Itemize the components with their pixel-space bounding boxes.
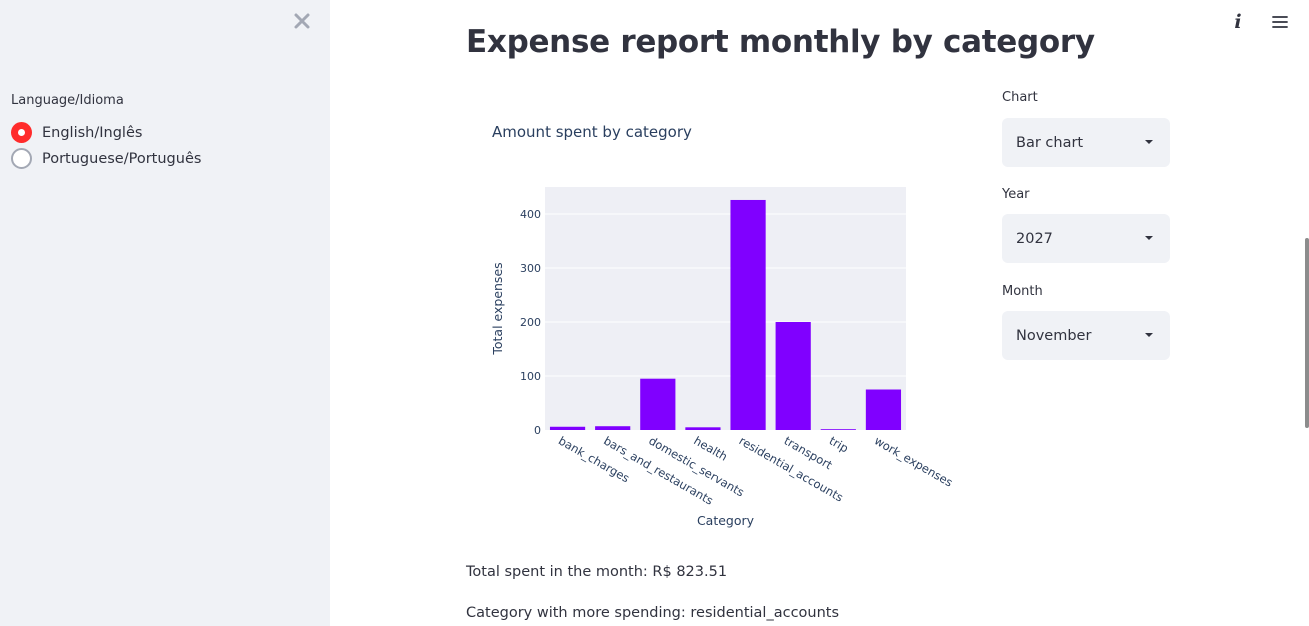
close-icon[interactable] xyxy=(293,10,311,32)
hamburger-menu-icon[interactable] xyxy=(1271,12,1289,32)
y-axis-title: Total expenses xyxy=(490,262,505,355)
month-select-label: Month xyxy=(1002,284,1043,299)
year-value: 2027 xyxy=(1016,230,1053,247)
caret-down-icon xyxy=(1145,333,1153,337)
y-tick-label: 0 xyxy=(534,424,541,437)
radio-unchecked-icon[interactable] xyxy=(11,148,32,169)
top-category-text: Category with more spending: residential… xyxy=(466,605,840,621)
caret-down-icon xyxy=(1145,236,1153,240)
bar-chart: Amount spent by category 0 100 200 300 400 ban… xyxy=(466,110,966,540)
bar-residential_accounts xyxy=(730,199,766,430)
vertical-scrollbar[interactable] xyxy=(1305,238,1309,428)
plot-area xyxy=(545,187,906,430)
chart-svg: Amount spent by category0100200300400ban… xyxy=(490,123,955,528)
radio-option-portuguese[interactable]: Portuguese/Português xyxy=(11,148,201,169)
caret-down-icon xyxy=(1145,140,1153,144)
radio-option-label: Portuguese/Português xyxy=(42,150,202,167)
toolbar: i xyxy=(1229,12,1289,32)
y-tick-label: 400 xyxy=(520,208,541,221)
radio-option-english[interactable]: English/Inglês xyxy=(11,122,142,143)
x-axis-title: Category xyxy=(697,513,755,528)
info-icon[interactable]: i xyxy=(1234,11,1242,33)
month-select[interactable]: November xyxy=(1002,311,1170,360)
x-tick-label: trip xyxy=(827,433,851,455)
y-tick-label: 100 xyxy=(520,370,541,383)
radio-option-label: English/Inglês xyxy=(42,124,143,141)
sidebar: Language/Idioma English/Inglês Portugues… xyxy=(0,0,330,626)
month-value: November xyxy=(1016,327,1092,344)
radio-checked-icon[interactable] xyxy=(11,122,32,143)
chart-select-label: Chart xyxy=(1002,90,1038,105)
language-radio-label: Language/Idioma xyxy=(11,93,124,108)
total-spent-text: Total spent in the month: R$ 823.51 xyxy=(466,564,728,580)
bar-bank_charges xyxy=(549,426,586,430)
page-title: Expense report monthly by category xyxy=(466,24,1095,60)
bar-transport xyxy=(775,322,811,430)
chart-type-select[interactable]: Bar chart xyxy=(1002,118,1170,167)
chart-type-value: Bar chart xyxy=(1016,134,1084,151)
y-tick-label: 200 xyxy=(520,316,541,329)
bar-bars_and_restaurants xyxy=(595,426,631,430)
year-select-label: Year xyxy=(1002,187,1030,202)
bar-trip xyxy=(820,429,856,430)
x-tick-label: work_expenses xyxy=(872,433,955,489)
bar-health xyxy=(685,427,721,430)
bar-work_expenses xyxy=(865,389,902,430)
bar-domestic_servants xyxy=(640,378,676,430)
y-tick-label: 300 xyxy=(520,262,541,275)
year-select[interactable]: 2027 xyxy=(1002,214,1170,263)
chart-title: Amount spent by category xyxy=(492,123,692,141)
